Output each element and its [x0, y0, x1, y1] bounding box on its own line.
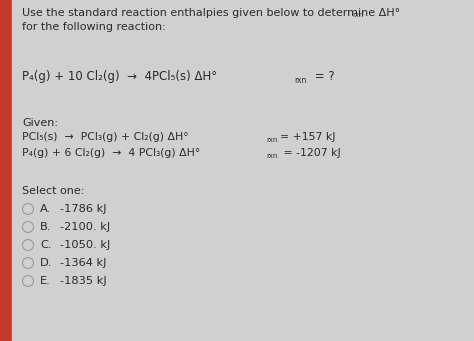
- Text: -2100. kJ: -2100. kJ: [60, 222, 110, 232]
- Text: PCl₅(s)  →  PCl₃(g) + Cl₂(g) ΔH°: PCl₅(s) → PCl₃(g) + Cl₂(g) ΔH°: [22, 132, 189, 142]
- Text: C.: C.: [40, 240, 52, 250]
- Text: = -1207 kJ: = -1207 kJ: [280, 148, 341, 158]
- Text: rxn: rxn: [352, 12, 364, 18]
- Text: rxn: rxn: [294, 76, 306, 85]
- Text: -1364 kJ: -1364 kJ: [60, 258, 107, 268]
- Text: Use the standard reaction enthalpies given below to determine ΔH°: Use the standard reaction enthalpies giv…: [22, 8, 400, 18]
- Text: P₄(g) + 10 Cl₂(g)  →  4PCl₅(s) ΔH°: P₄(g) + 10 Cl₂(g) → 4PCl₅(s) ΔH°: [22, 70, 217, 83]
- Text: rxn: rxn: [266, 153, 277, 159]
- Text: -1786 kJ: -1786 kJ: [60, 204, 107, 214]
- Text: E.: E.: [40, 276, 51, 286]
- Text: rxn: rxn: [266, 137, 277, 143]
- Text: Given:: Given:: [22, 118, 58, 128]
- Text: = ?: = ?: [311, 70, 335, 83]
- Text: B.: B.: [40, 222, 51, 232]
- Bar: [0, 0, 12, 341]
- Text: Select one:: Select one:: [22, 186, 84, 196]
- Text: P₄(g) + 6 Cl₂(g)  →  4 PCl₃(g) ΔH°: P₄(g) + 6 Cl₂(g) → 4 PCl₃(g) ΔH°: [22, 148, 200, 158]
- Text: = +157 kJ: = +157 kJ: [280, 132, 336, 142]
- Text: -1835 kJ: -1835 kJ: [60, 276, 107, 286]
- Text: D.: D.: [40, 258, 52, 268]
- Text: A.: A.: [40, 204, 51, 214]
- Text: -1050. kJ: -1050. kJ: [60, 240, 110, 250]
- Text: for the following reaction:: for the following reaction:: [22, 22, 166, 32]
